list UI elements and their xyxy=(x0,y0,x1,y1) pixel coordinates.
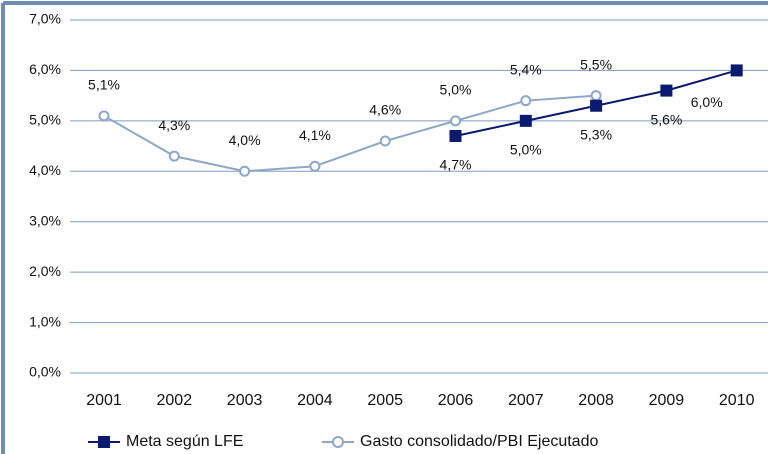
y-tick-label: 1,0% xyxy=(29,313,61,329)
marker xyxy=(660,84,673,97)
data-label: 5,0% xyxy=(510,142,542,158)
x-tick-label: 2006 xyxy=(438,392,474,409)
legend-label: Gasto consolidado/PBI Ejecutado xyxy=(360,433,598,450)
data-label: 6,0% xyxy=(691,94,723,110)
marker xyxy=(98,110,110,122)
x-tick-label: 2010 xyxy=(719,392,755,409)
y-tick-label: 5,0% xyxy=(29,112,61,128)
series-line xyxy=(103,94,597,173)
marker xyxy=(520,95,532,107)
marker xyxy=(168,150,180,162)
x-tick-label: 2007 xyxy=(508,392,544,409)
marker xyxy=(590,99,603,112)
data-label: 5,0% xyxy=(440,82,472,98)
data-label: 4,6% xyxy=(369,102,401,118)
legend-marker xyxy=(98,436,110,448)
data-label: 4,3% xyxy=(158,117,190,133)
marker xyxy=(239,165,251,177)
marker xyxy=(450,115,461,127)
y-tick-label: 0,0% xyxy=(29,364,61,380)
marker xyxy=(379,135,391,147)
y-tick-label: 7,0% xyxy=(29,11,61,27)
x-tick-label: 2005 xyxy=(367,392,403,409)
y-tick-label: 3,0% xyxy=(29,212,61,228)
data-label: 5,4% xyxy=(510,61,542,77)
marker xyxy=(449,129,462,142)
x-tick-label: 2004 xyxy=(297,392,333,409)
legend-marker xyxy=(332,436,344,448)
marker xyxy=(730,64,743,77)
y-tick-label: 2,0% xyxy=(29,263,61,279)
x-tick-label: 2009 xyxy=(649,392,685,409)
x-tick-label: 2003 xyxy=(227,392,263,409)
data-label: 4,1% xyxy=(299,127,331,143)
data-label: 5,1% xyxy=(88,77,120,93)
marker xyxy=(519,114,532,127)
data-label: 4,0% xyxy=(229,132,261,148)
data-label: 5,5% xyxy=(580,56,612,72)
legend-label: Meta según LFE xyxy=(126,433,243,450)
data-label: 4,7% xyxy=(440,157,472,173)
x-tick-label: 2001 xyxy=(86,392,122,409)
y-tick-label: 4,0% xyxy=(29,162,61,178)
data-label: 5,3% xyxy=(580,126,612,142)
y-tick-label: 6,0% xyxy=(29,61,61,77)
data-label: 5,6% xyxy=(650,111,682,127)
marker xyxy=(590,90,602,102)
x-tick-label: 2002 xyxy=(157,392,193,409)
x-tick-label: 2008 xyxy=(578,392,614,409)
marker xyxy=(309,160,321,172)
